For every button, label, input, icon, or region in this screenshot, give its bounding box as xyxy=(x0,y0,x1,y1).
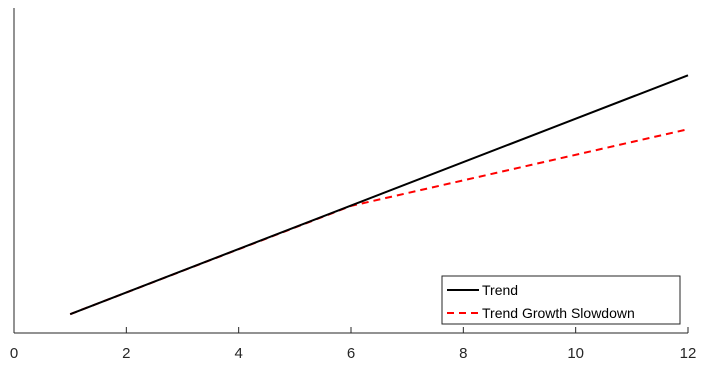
x-tick-label: 6 xyxy=(347,345,355,362)
x-axis-tick-labels: 0 2 4 6 8 10 12 xyxy=(10,345,697,362)
x-tick-label: 2 xyxy=(122,345,130,362)
legend-label-trend-growth-slowdown: Trend Growth Slowdown xyxy=(482,305,635,321)
x-tick-label: 0 xyxy=(10,345,18,362)
x-tick-label: 10 xyxy=(567,345,584,362)
x-tick-label: 8 xyxy=(459,345,467,362)
series-lines xyxy=(69,74,689,316)
x-tick-label: 4 xyxy=(234,345,242,362)
series-line-trend xyxy=(69,74,689,316)
legend-box xyxy=(441,275,681,325)
x-tick-label: 12 xyxy=(680,345,697,362)
legend-label-trend: Trend xyxy=(482,282,518,298)
legend: Trend Trend Growth Slowdown xyxy=(441,275,681,325)
x-axis-ticks xyxy=(13,327,689,333)
